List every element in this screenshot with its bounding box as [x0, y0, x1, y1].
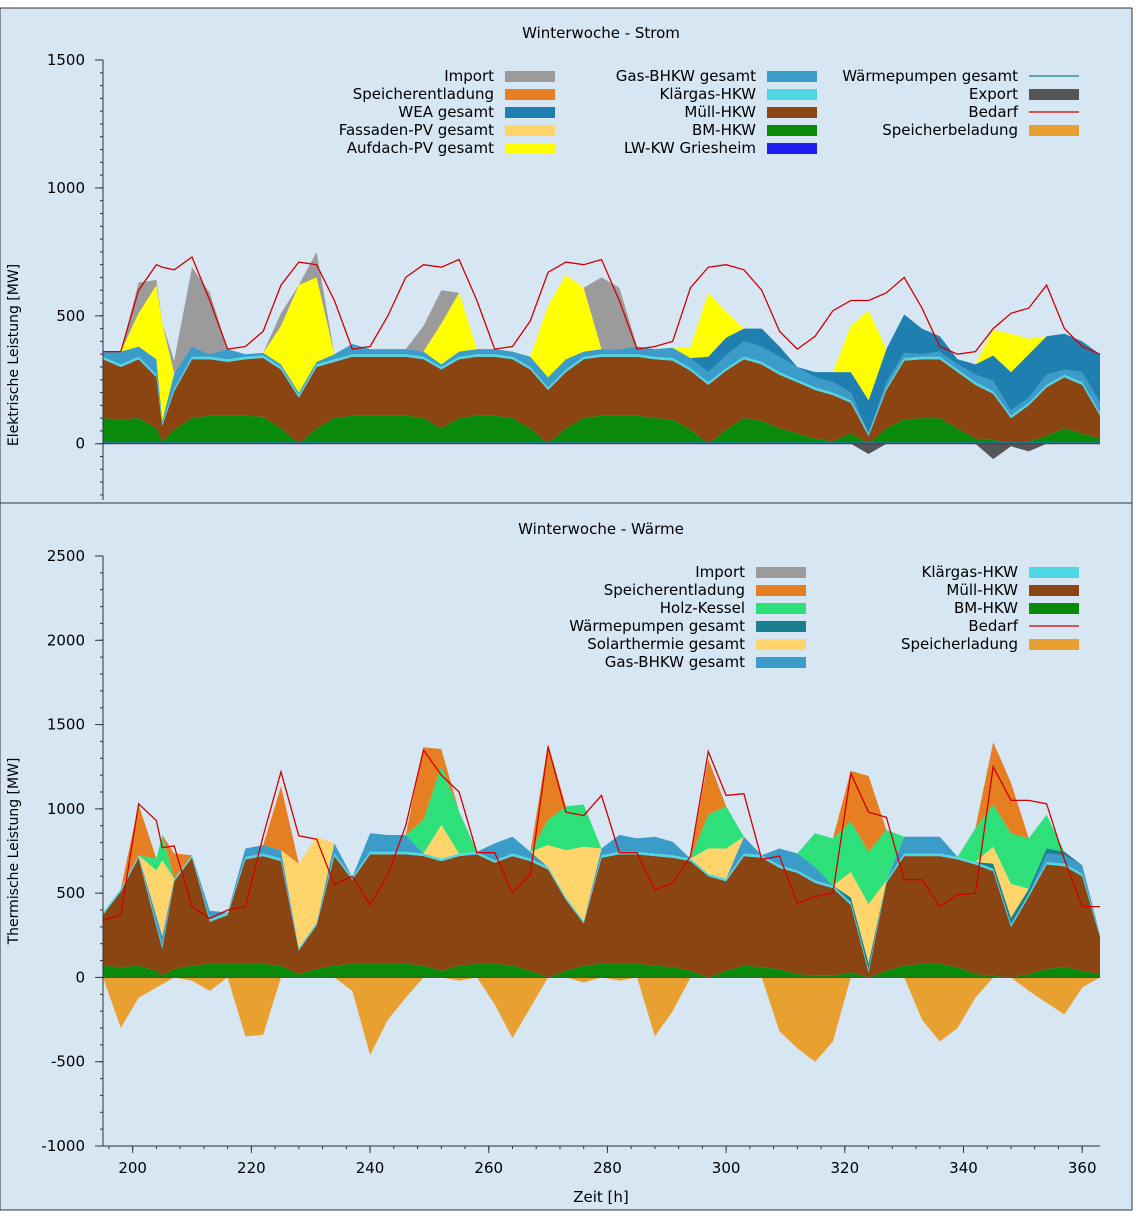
y-tick-label: 0: [75, 435, 85, 453]
y-tick-label: -500: [51, 1053, 85, 1071]
top-chart-title: Winterwoche - Strom: [522, 24, 680, 42]
x-tick-label: 220: [237, 1159, 266, 1177]
series-area-import: [103, 251, 1100, 374]
legend-swatch-run_of_river: [767, 143, 817, 154]
bottom-y-axis-label: Thermische Leistung [MW]: [6, 758, 22, 946]
series-line-demand: [103, 255, 1101, 355]
x-tick-label: 280: [593, 1159, 622, 1177]
legend-label-run_of_river: LW-KW Griesheim: [624, 139, 756, 157]
legend-label-biomass: BM-HKW: [692, 121, 756, 139]
legend-swatch-heat_pumps: [756, 621, 806, 632]
legend-swatch-storage_discharge: [756, 585, 806, 596]
x-tick-label: 300: [712, 1159, 741, 1177]
series-area-export: [103, 443, 1100, 460]
legend-swatch-export: [1029, 89, 1079, 100]
legend-swatch-gas_chp: [767, 71, 817, 82]
y-tick-label: 500: [56, 307, 85, 325]
legend-swatch-storage_charge: [1029, 125, 1079, 136]
bottom-chart-title: Winterwoche - Wärme: [518, 520, 684, 538]
legend-label-storage_charge: Speicherladung: [901, 635, 1018, 653]
y-tick-label: 1000: [47, 800, 85, 818]
series-area-gas_chp: [103, 341, 1100, 434]
legend-swatch-wind: [505, 107, 555, 118]
legend-swatch-roof_pv: [505, 143, 555, 154]
legend-swatch-biomass: [1029, 603, 1079, 614]
x-tick-label: 260: [474, 1159, 503, 1177]
legend-label-waste_chp: Müll-HKW: [684, 103, 756, 121]
legend-label-gas_chp: Gas-BHKW gesamt: [616, 67, 756, 85]
legend-label-demand: Bedarf: [968, 617, 1018, 635]
series-area-waste_chp: [103, 854, 1100, 978]
legend-label-storage_discharge: Speicherentladung: [604, 581, 745, 599]
y-tick-label: 1000: [47, 179, 85, 197]
legend-swatch-storage_charge: [1029, 639, 1079, 650]
series-area-solar_thermal: [103, 824, 1100, 964]
legend-label-import: Import: [444, 67, 494, 85]
x-tick-label: 200: [118, 1159, 147, 1177]
legend-label-biomass: BM-HKW: [954, 599, 1018, 617]
legend-label-sewage_gas: Klärgas-HKW: [660, 85, 757, 103]
x-axis-label: Zeit [h]: [573, 1188, 629, 1206]
legend-label-gas_chp: Gas-BHKW gesamt: [605, 653, 745, 671]
legend-label-solar_thermal: Solarthermie gesamt: [587, 635, 745, 653]
legend-label-facade_pv: Fassaden-PV gesamt: [339, 121, 494, 139]
legend-swatch-waste_chp: [1029, 585, 1079, 596]
series-area-roof_pv: [103, 274, 1100, 421]
legend-swatch-gas_chp: [756, 657, 806, 668]
legend-label-sewage_gas: Klärgas-HKW: [922, 563, 1019, 581]
series-area-waste_chp: [103, 356, 1100, 444]
series-area-biomass: [103, 415, 1100, 444]
series-area-storage_charge: [103, 977, 1100, 1062]
legend-label-roof_pv: Aufdach-PV gesamt: [347, 139, 494, 157]
top-y-axis-label: Elektrische Leistung [MW]: [6, 264, 22, 446]
y-tick-label: 500: [56, 884, 85, 902]
legend-label-export: Export: [969, 85, 1018, 103]
legend-swatch-facade_pv: [505, 125, 555, 136]
x-tick-label: 360: [1068, 1159, 1097, 1177]
legend-swatch-import: [756, 567, 806, 578]
x-tick-label: 320: [830, 1159, 859, 1177]
bottom-plot-area: -1000 -500 0 500 1000 1500 2000 2500 200 220 240 26…: [41, 547, 1100, 1177]
legend-label-heat_pumps: Wärmepumpen gesamt: [842, 67, 1018, 85]
legend-label-storage_discharge: Speicherentladung: [353, 85, 494, 103]
legend-swatch-wood_boiler: [756, 603, 806, 614]
legend-label-heat_pumps: Wärmepumpen gesamt: [569, 617, 745, 635]
x-tick-label: 240: [356, 1159, 385, 1177]
y-tick-label: 1500: [47, 716, 85, 734]
legend-swatch-import: [505, 71, 555, 82]
legend-label-import: Import: [695, 563, 745, 581]
legend-label-waste_chp: Müll-HKW: [946, 581, 1018, 599]
x-tick-label: 340: [949, 1159, 978, 1177]
y-tick-label: -1000: [41, 1137, 85, 1155]
legend-swatch-biomass: [767, 125, 817, 136]
series-area-biomass: [103, 963, 1100, 978]
top-plot-area: 0 500 1000 1500: [47, 51, 1101, 500]
y-tick-label: 2500: [47, 547, 85, 565]
legend-swatch-sewage_gas: [767, 89, 817, 100]
y-tick-label: 1500: [47, 51, 85, 69]
bottom-legend: ImportSpeicherentladungHolz-KesselWärmep…: [569, 563, 1079, 671]
legend-swatch-waste_chp: [767, 107, 817, 118]
legend-label-storage_charge: Speicherbeladung: [882, 121, 1018, 139]
series-area-storage_discharge: [103, 742, 1100, 935]
y-tick-label: 2000: [47, 631, 85, 649]
legend-label-demand: Bedarf: [968, 103, 1018, 121]
y-tick-label: 0: [75, 968, 85, 986]
legend-swatch-sewage_gas: [1029, 567, 1079, 578]
legend-swatch-solar_thermal: [756, 639, 806, 650]
legend-label-wood_boiler: Holz-Kessel: [660, 599, 745, 617]
legend-swatch-storage_discharge: [505, 89, 555, 100]
series-line-demand: [102, 746, 1100, 921]
legend-label-wind: WEA gesamt: [398, 103, 494, 121]
